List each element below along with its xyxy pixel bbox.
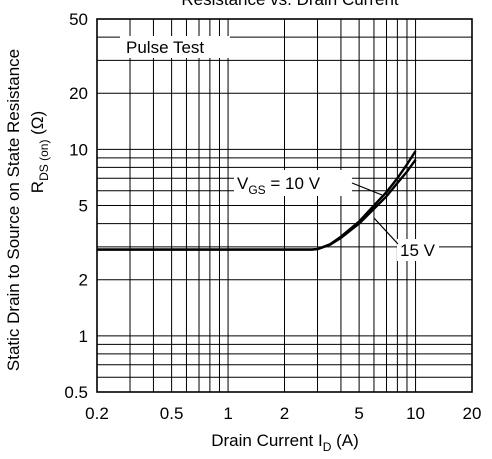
y-tick-labels: 0.5 1 2 5 10 20 50 (64, 10, 88, 402)
x-tick-label: 5 (354, 404, 363, 423)
chart-title: Resistance vs. Drain Current (181, 0, 399, 9)
y-axis-label-line1: Static Drain to Source on State Resistan… (4, 49, 23, 371)
x-tick-label: 0.5 (160, 404, 184, 423)
plot-frame (96, 18, 473, 393)
pulse-test-bg (120, 36, 230, 58)
y-axis-label-line2: RDS (on) (Ω) (28, 111, 51, 193)
y-tick-label: 1 (79, 327, 88, 346)
y-tick-label: 5 (79, 197, 88, 216)
x-tick-label: 2 (280, 404, 289, 423)
y-tick-label: 10 (69, 140, 88, 159)
grid-lines (97, 19, 472, 392)
y-tick-label: 50 (69, 10, 88, 29)
y-tick-label: 20 (69, 84, 88, 103)
y-tick-label: 2 (79, 271, 88, 290)
series-line-vgs-10v (97, 150, 417, 251)
x-tick-label: 20 (463, 404, 482, 423)
x-tick-label: 0.2 (85, 404, 109, 423)
vgs10-label-bg (234, 170, 352, 196)
x-tick-labels: 0.2 0.5 1 2 5 10 20 (85, 404, 481, 423)
vgs10-label: VGS = 10 V (237, 174, 321, 197)
x-tick-label: 10 (406, 404, 425, 423)
series-lines (97, 150, 417, 251)
annotations: Pulse Test VGS = 10 V 15 V (120, 36, 439, 261)
series-line-vgs-15v (97, 158, 417, 251)
vgs15-label-bg (397, 239, 439, 261)
vgs15-leader (373, 217, 399, 245)
vgs15-label: 15 V (400, 241, 436, 260)
y-tick-label: 0.5 (64, 383, 88, 402)
x-axis-label: Drain Current ID (A) (211, 431, 359, 454)
pulse-test-label: Pulse Test (126, 38, 204, 57)
x-tick-label: 1 (223, 404, 232, 423)
vgs10-leader (351, 182, 383, 196)
